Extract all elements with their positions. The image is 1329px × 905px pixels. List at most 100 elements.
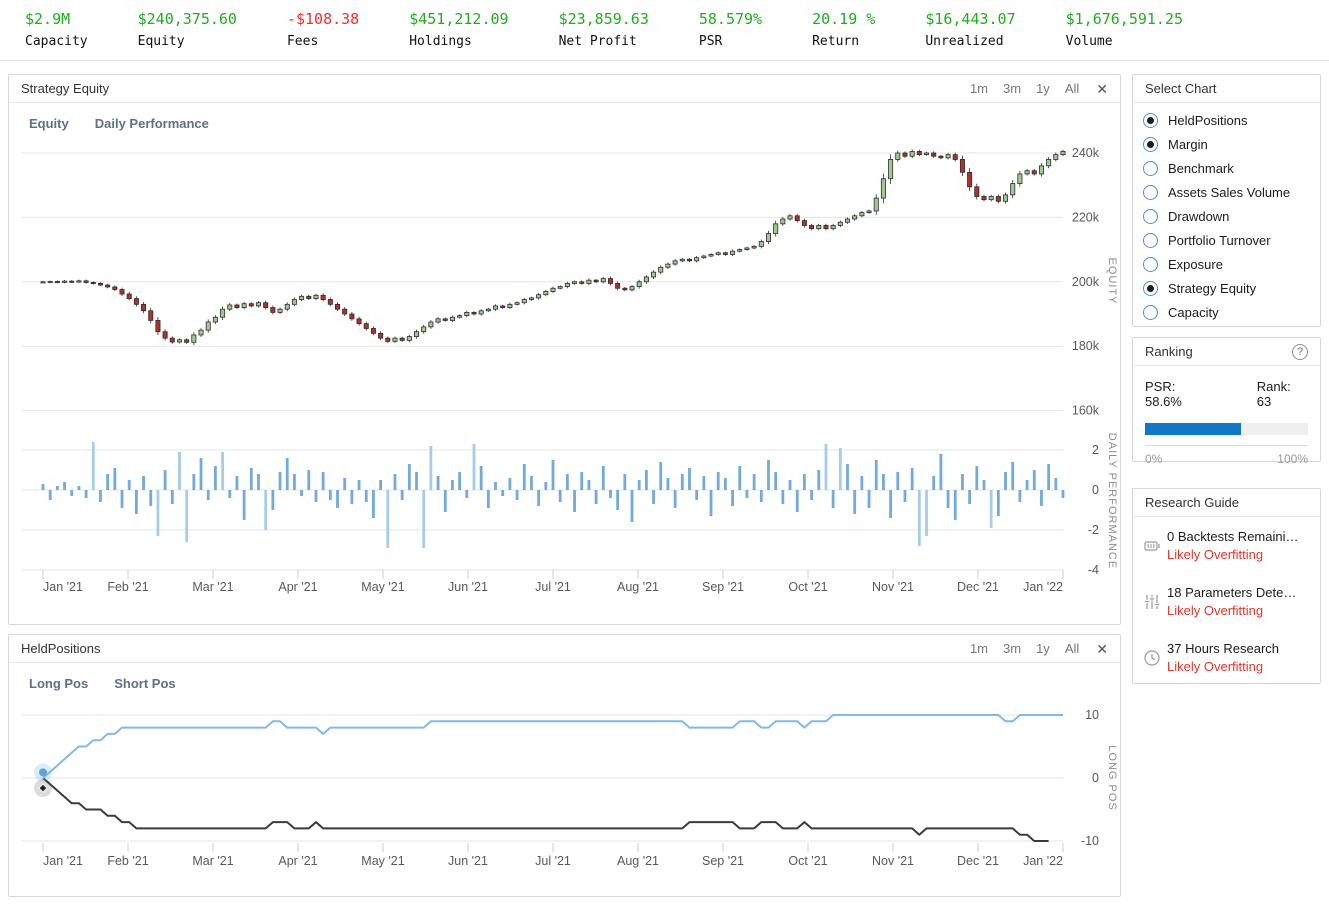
equity-candlestick-chart[interactable]: 240k 220k 200k 180k 160k 2 0 -2 -4 EQUITY DAILY PE… — [13, 133, 1117, 603]
radio-icon[interactable] — [1143, 160, 1158, 176]
radio-icon[interactable] — [1143, 208, 1158, 224]
overfitting-warning: Likely Overfitting — [1167, 659, 1264, 674]
radio-icon[interactable] — [1143, 112, 1158, 128]
rank-value: Rank: 63 — [1256, 379, 1291, 409]
stat-equity: $240,375.60 Equity — [138, 10, 237, 49]
svg-text:Jan '21: Jan '21 — [43, 854, 83, 868]
stat-value: $2.9M — [25, 10, 71, 28]
strategy-equity-panel: Strategy Equity 1m 3m 1y All ✕ Equity Da… — [8, 74, 1121, 625]
chart-option-drawdown[interactable]: Drawdown — [1133, 204, 1320, 228]
svg-text:Apr '21: Apr '21 — [278, 854, 317, 868]
tab-long-pos[interactable]: Long Pos — [29, 676, 89, 691]
svg-text:2: 2 — [1092, 443, 1099, 457]
svg-text:Apr '21: Apr '21 — [278, 580, 317, 594]
tab-short-pos[interactable]: Short Pos — [114, 676, 176, 691]
research-item-title: 18 Parameters Dete… — [1167, 585, 1297, 600]
range-1y-button[interactable]: 1y — [1036, 81, 1050, 96]
svg-text:May '21: May '21 — [361, 580, 404, 594]
svg-text:Sep '21: Sep '21 — [702, 854, 744, 868]
svg-text:Dec '21: Dec '21 — [957, 580, 999, 594]
research-guide-card: Research Guide 0 Backtests Remaini… Like… — [1132, 488, 1321, 684]
scale-min: 0% — [1145, 452, 1163, 466]
svg-text:Feb '21: Feb '21 — [107, 854, 148, 868]
svg-text:Nov '21: Nov '21 — [872, 854, 914, 868]
stat-value: $16,443.07 — [925, 10, 1016, 28]
svg-text:Feb '21: Feb '21 — [107, 580, 148, 594]
held-positions-panel: HeldPositions 1m 3m 1y All ✕ Long Pos Sh… — [8, 634, 1121, 897]
svg-text:Jan '21: Jan '21 — [43, 580, 83, 594]
research-guide-item-backtests: 0 Backtests Remaini… Likely Overfitting — [1133, 517, 1320, 573]
backtests-icon — [1141, 537, 1163, 555]
stat-net-profit: $23,859.63 Net Profit — [559, 10, 649, 49]
tab-equity[interactable]: Equity — [29, 116, 69, 131]
close-icon[interactable]: ✕ — [1096, 640, 1108, 657]
svg-text:Jun '21: Jun '21 — [448, 580, 488, 594]
chart-option-exposure[interactable]: Exposure — [1133, 252, 1320, 276]
psr-progress-fill — [1145, 423, 1241, 435]
research-item-title: 37 Hours Research — [1167, 641, 1279, 656]
range-3m-button[interactable]: 3m — [1003, 81, 1022, 96]
ranking-card: Ranking ? PSR: 58.6% Rank: 63 0% 100% — [1132, 337, 1321, 466]
parameters-icon — [1141, 593, 1163, 611]
stat-label: Fees — [286, 34, 319, 49]
range-all-button[interactable]: All — [1064, 81, 1080, 96]
psr-progress-bar — [1145, 423, 1308, 435]
stat-value: $1,676,591.25 — [1065, 10, 1184, 28]
overfitting-warning: Likely Overfitting — [1167, 603, 1264, 618]
range-1m-button[interactable]: 1m — [969, 641, 989, 656]
radio-icon[interactable] — [1143, 232, 1158, 248]
stat-value: $240,375.60 — [137, 10, 237, 28]
svg-text:EQUITY: EQUITY — [1106, 258, 1117, 305]
chart-option-strategy-equity[interactable]: Strategy Equity — [1133, 276, 1320, 300]
chart-option-benchmark[interactable]: Benchmark — [1133, 156, 1320, 180]
stat-label: Volume — [1065, 34, 1113, 49]
overfitting-warning: Likely Overfitting — [1167, 547, 1264, 562]
stat-volume: $1,676,591.25 Volume — [1066, 10, 1183, 49]
stats-bar: $2.9M Capacity $240,375.60 Equity -$108.… — [0, 0, 1329, 61]
stat-label: PSR — [698, 34, 723, 49]
select-chart-card: Select Chart HeldPositions Margin Benchm… — [1132, 74, 1321, 327]
svg-text:-2: -2 — [1088, 523, 1099, 537]
svg-text:Jul '21: Jul '21 — [535, 854, 571, 868]
radio-icon[interactable] — [1143, 304, 1158, 320]
card-title: Select Chart — [1145, 81, 1217, 96]
held-positions-line-chart[interactable]: 10 0 -10 LONG POS Jan '21 Feb '21 Mar '21 Apr '… — [13, 693, 1117, 885]
svg-text:Jul '21: Jul '21 — [535, 580, 571, 594]
stat-fees: -$108.38 Fees — [287, 10, 359, 49]
svg-text:DAILY PERFORMANCE: DAILY PERFORMANCE — [1106, 433, 1117, 569]
research-guide-item-hours: 37 Hours Research Likely Overfitting — [1133, 629, 1320, 685]
ranking-values: PSR: 58.6% Rank: 63 — [1133, 366, 1320, 409]
chart-option-capacity[interactable]: Capacity — [1133, 300, 1320, 324]
strategy-equity-header: Strategy Equity 1m 3m 1y All ✕ — [9, 75, 1120, 103]
svg-text:-4: -4 — [1088, 563, 1099, 577]
radio-icon[interactable] — [1143, 280, 1158, 296]
chart-option-portfolio-turnover[interactable]: Portfolio Turnover — [1133, 228, 1320, 252]
stat-holdings: $451,212.09 Holdings — [409, 10, 508, 49]
stat-label: Equity — [137, 34, 185, 49]
held-positions-header: HeldPositions 1m 3m 1y All ✕ — [9, 635, 1120, 663]
close-icon[interactable]: ✕ — [1096, 80, 1108, 97]
svg-text:Nov '21: Nov '21 — [872, 580, 914, 594]
chart-option-heldpositions[interactable]: HeldPositions — [1133, 108, 1320, 132]
help-icon[interactable]: ? — [1292, 343, 1308, 360]
svg-text:Sep '21: Sep '21 — [702, 580, 744, 594]
range-1m-button[interactable]: 1m — [969, 81, 989, 96]
svg-text:0: 0 — [1092, 483, 1099, 497]
progress-scale: 0% 100% — [1145, 445, 1308, 466]
svg-text:Jan '22: Jan '22 — [1023, 854, 1063, 868]
range-3m-button[interactable]: 3m — [1003, 641, 1022, 656]
radio-icon[interactable] — [1143, 184, 1158, 200]
svg-text:Aug '21: Aug '21 — [617, 854, 659, 868]
radio-icon[interactable] — [1143, 136, 1158, 152]
range-1y-button[interactable]: 1y — [1036, 641, 1050, 656]
stat-capacity: $2.9M Capacity — [25, 10, 88, 49]
tab-daily-performance[interactable]: Daily Performance — [94, 116, 209, 131]
range-all-button[interactable]: All — [1064, 641, 1080, 656]
chart-option-margin[interactable]: Margin — [1133, 132, 1320, 156]
strategy-equity-tabs: Equity Daily Performance — [9, 103, 1120, 133]
radio-icon[interactable] — [1143, 256, 1158, 272]
chart-option-assets-sales-volume[interactable]: Assets Sales Volume — [1133, 180, 1320, 204]
stat-label: Holdings — [409, 34, 472, 49]
select-chart-header: Select Chart — [1133, 75, 1320, 103]
psr-value: PSR: 58.6% — [1145, 379, 1182, 409]
